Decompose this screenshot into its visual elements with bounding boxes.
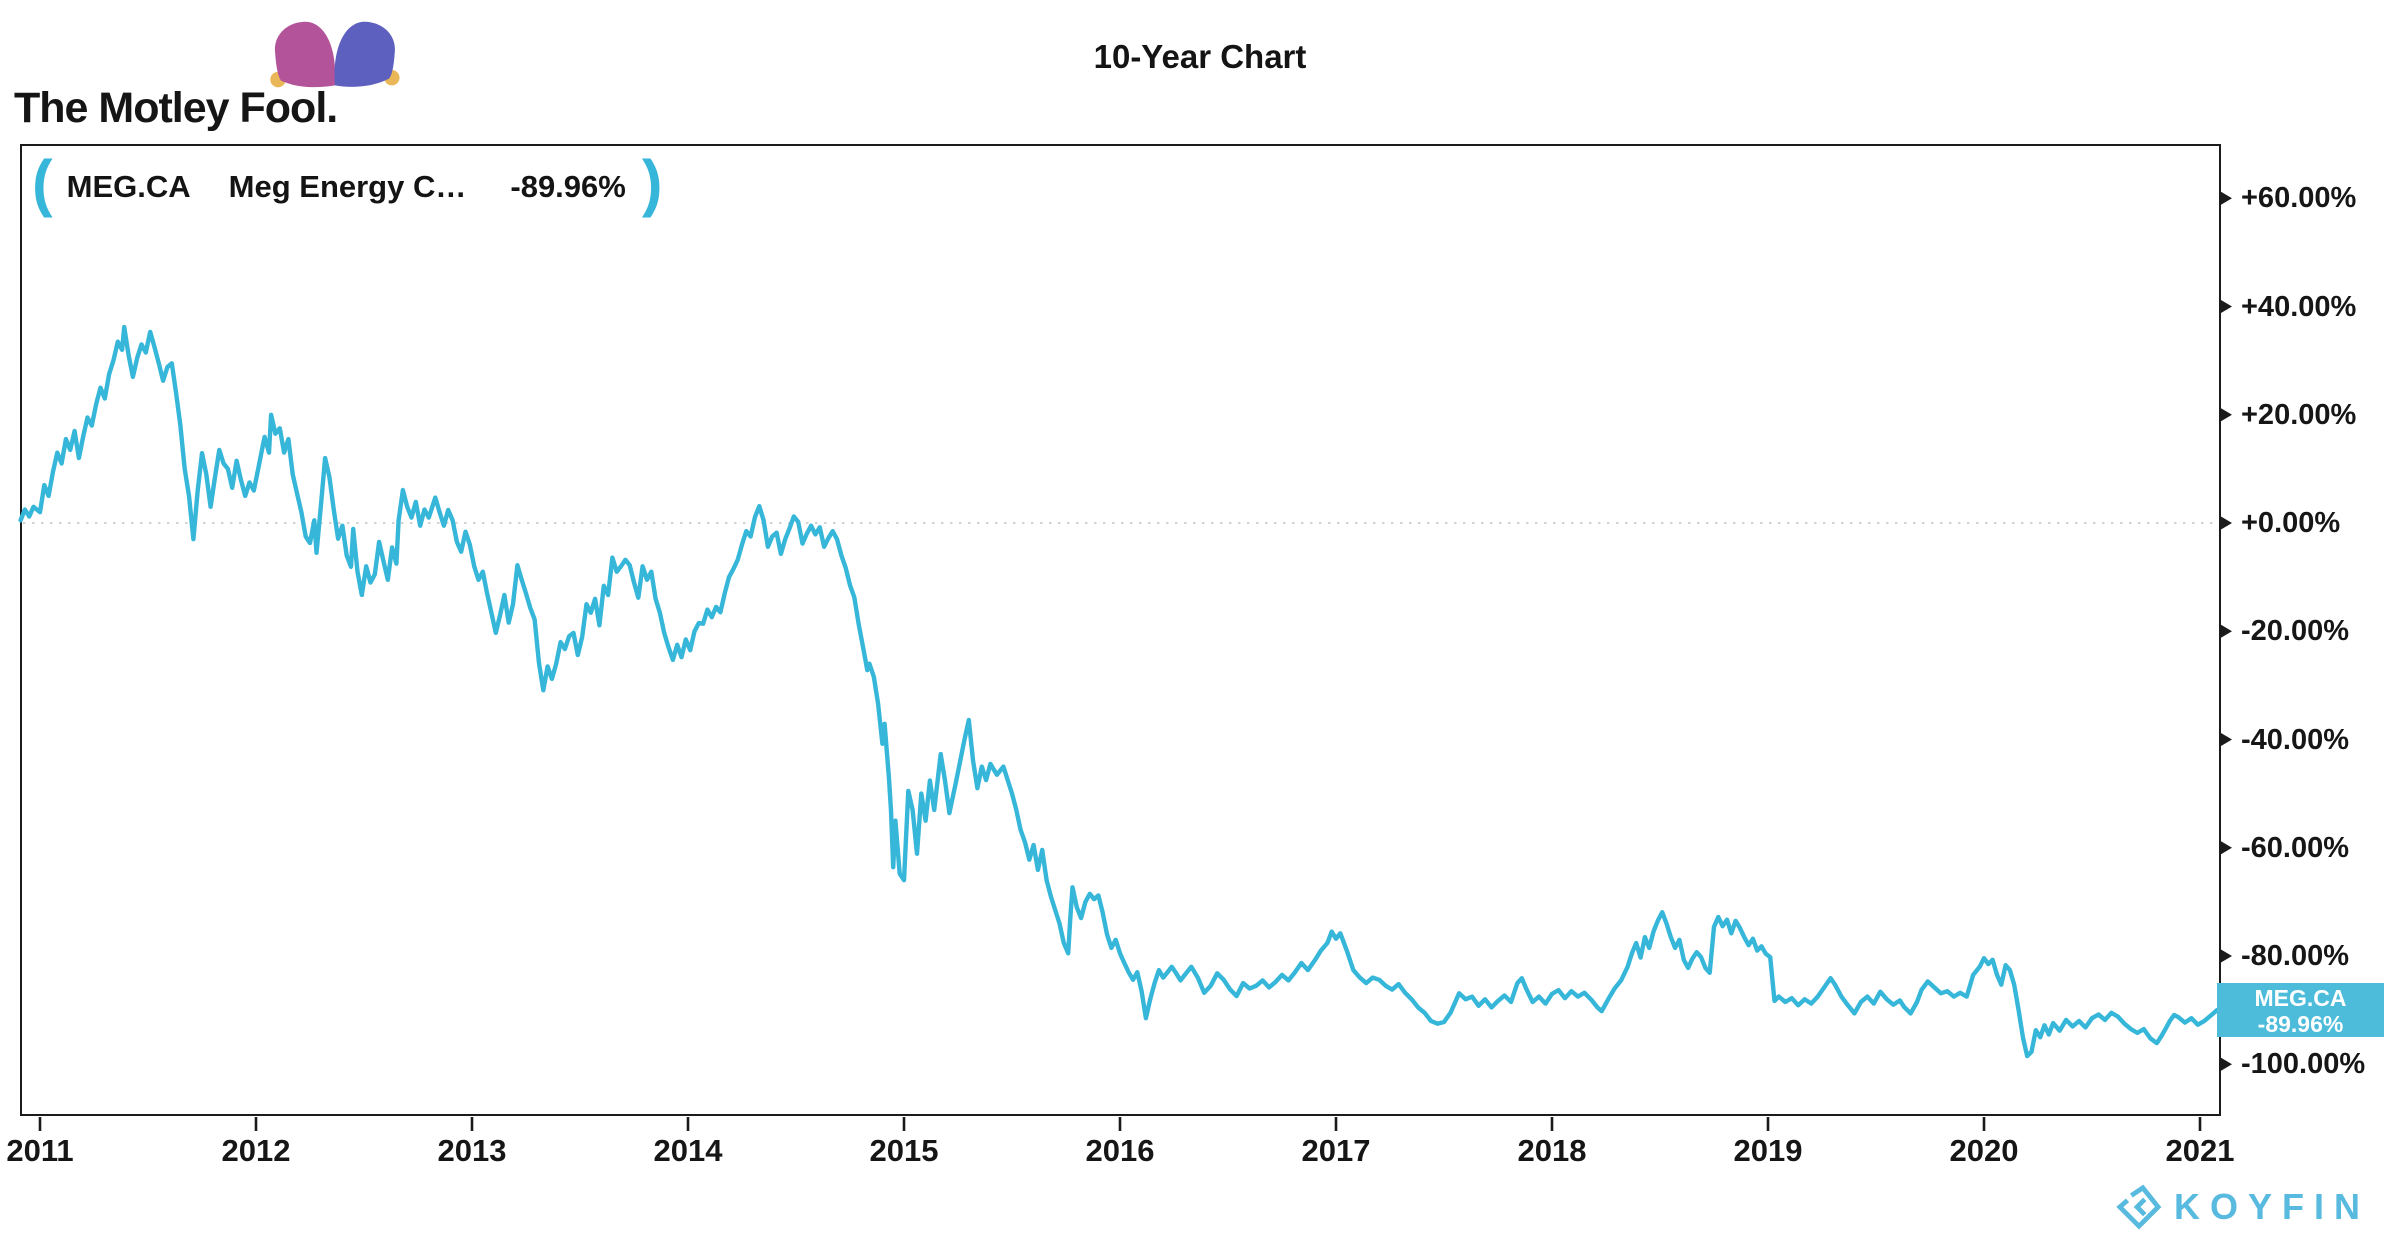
y-tick-arrow bbox=[2221, 516, 2232, 530]
legend-close-bracket: ) bbox=[641, 148, 663, 219]
y-tick-arrow bbox=[2221, 1057, 2232, 1071]
legend-change-value: -89.96% bbox=[510, 169, 626, 204]
badge-ticker: MEG.CA bbox=[2254, 984, 2347, 1011]
y-axis-label: -80.00% bbox=[2241, 940, 2350, 972]
koyfin-logo[interactable]: KOYFIN bbox=[2116, 1184, 2370, 1230]
motley-fool-wordmark: The Motley Fool. bbox=[14, 84, 338, 132]
y-tick-arrow bbox=[2221, 949, 2232, 963]
legend-series-name: Meg Energy C… bbox=[228, 169, 467, 204]
y-axis-label: -20.00% bbox=[2241, 615, 2350, 648]
x-axis-label: 2018 bbox=[1517, 1133, 1587, 1168]
plot-area[interactable] bbox=[20, 144, 2221, 1116]
koyfin-diamond-icon bbox=[2116, 1184, 2162, 1230]
x-axis-label: 2012 bbox=[221, 1133, 291, 1168]
y-axis-label: +0.00% bbox=[2241, 507, 2341, 539]
x-axis-label: 2016 bbox=[1085, 1133, 1155, 1168]
jester-hat-icon bbox=[270, 21, 400, 88]
x-axis-label: 2021 bbox=[2165, 1133, 2235, 1168]
y-axis-label: +60.00% bbox=[2241, 182, 2357, 215]
legend: ( MEG.CA Meg Energy C… -89.96% ) bbox=[32, 148, 663, 220]
y-axis-label: +40.00% bbox=[2241, 290, 2357, 323]
legend-open-bracket: ( bbox=[32, 148, 53, 219]
y-axis-label: +20.00% bbox=[2241, 398, 2357, 431]
legend-ticker: MEG.CA bbox=[66, 169, 191, 204]
x-axis-label: 2020 bbox=[1949, 1133, 2019, 1168]
y-axis-label: -100.00% bbox=[2241, 1048, 2366, 1081]
x-axis-label: 2013 bbox=[437, 1133, 507, 1168]
x-axis-label: 2019 bbox=[1733, 1133, 1803, 1168]
y-axis-label: -60.00% bbox=[2241, 831, 2350, 864]
y-tick-arrow bbox=[2221, 408, 2232, 422]
last-price-badge: MEG.CA -89.96% bbox=[2217, 982, 2384, 1037]
koyfin-wordmark: KOYFIN bbox=[2174, 1186, 2371, 1227]
y-tick-arrow bbox=[2221, 191, 2232, 205]
x-axis-label: 2011 bbox=[6, 1133, 74, 1168]
badge-change: -89.96% bbox=[2257, 1010, 2344, 1037]
y-axis-label: -40.00% bbox=[2241, 723, 2350, 756]
x-axis-label: 2014 bbox=[653, 1133, 723, 1168]
x-axis-label: 2015 bbox=[869, 1133, 939, 1168]
motley-fool-logo: The Motley Fool. bbox=[10, 6, 430, 136]
x-axis-label: 2017 bbox=[1301, 1133, 1371, 1168]
y-tick-arrow bbox=[2221, 300, 2232, 313]
y-tick-arrow bbox=[2221, 624, 2232, 638]
y-tick-arrow bbox=[2221, 841, 2232, 855]
page-title: 10-Year Chart bbox=[1093, 38, 1307, 75]
y-tick-arrow bbox=[2221, 733, 2232, 746]
